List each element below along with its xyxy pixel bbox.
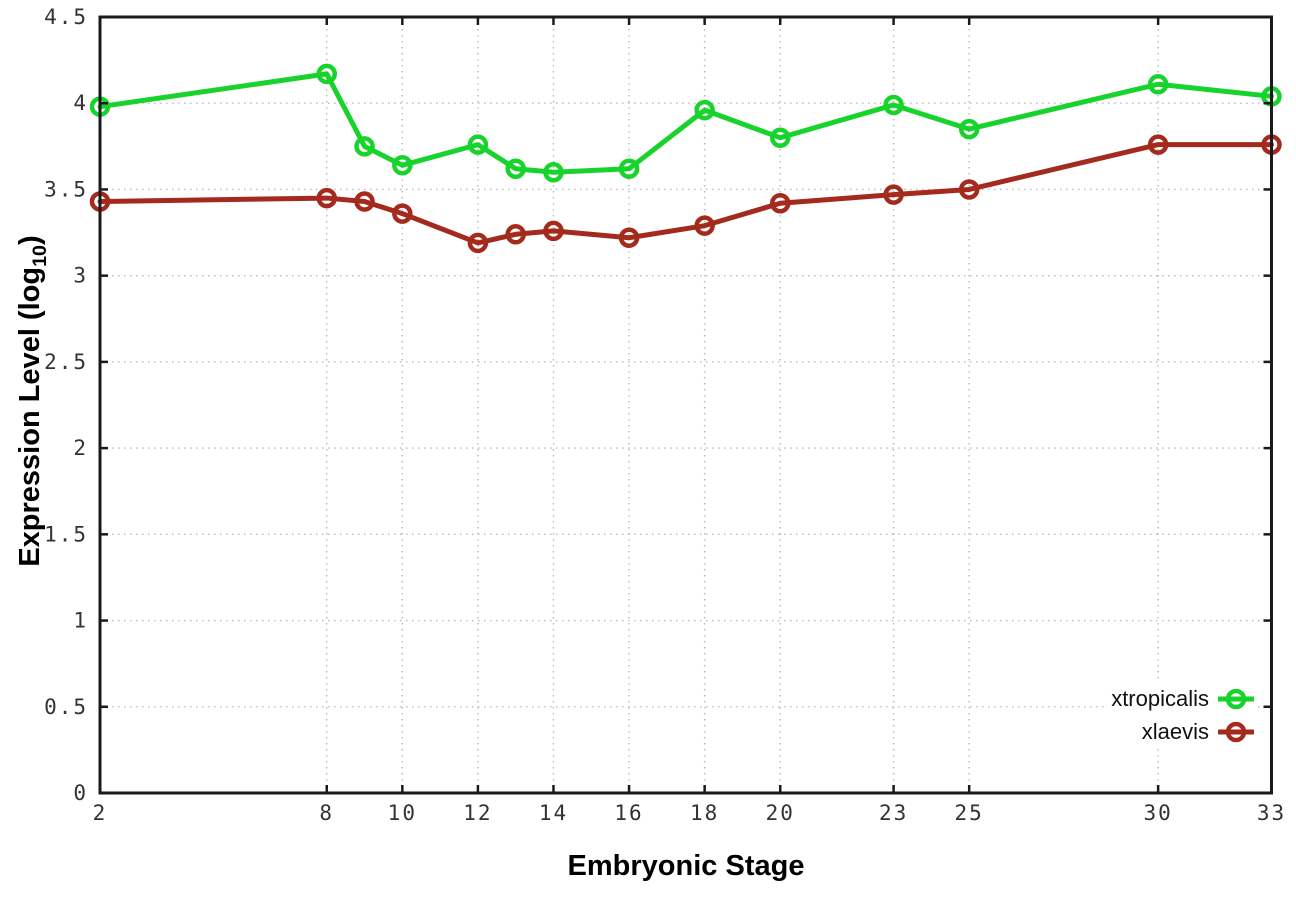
series-line-xlaevis xyxy=(97,142,1274,246)
y-tick-label: 2.5 xyxy=(44,350,88,374)
data-point-xlaevis xyxy=(392,203,413,224)
data-point-xtropicalis xyxy=(1147,74,1169,95)
x-tick-label: 14 xyxy=(539,801,568,825)
y-tick-label: 2 xyxy=(73,436,88,460)
data-point-xtropicalis xyxy=(505,158,526,180)
data-point-xlaevis xyxy=(694,215,715,236)
x-axis-title: Embryonic Stage xyxy=(567,850,805,882)
y-tick-label: 0.5 xyxy=(44,695,88,719)
legend-row-xlaevis: xlaevis xyxy=(1142,716,1254,747)
y-tick-label: 4.5 xyxy=(44,5,88,29)
x-tick-label: 16 xyxy=(614,801,643,825)
y-axis-title-text: Expression Level (log xyxy=(14,266,47,567)
x-tick-label: 2 xyxy=(93,801,108,825)
x-tick-label: 18 xyxy=(690,801,719,825)
data-point-xlaevis xyxy=(769,192,791,214)
data-point-xlaevis xyxy=(316,187,337,209)
legend-label-xtropicalis: xtropicalis xyxy=(1111,686,1209,711)
x-tick-label: 8 xyxy=(319,801,334,825)
data-point-xtropicalis xyxy=(618,158,640,180)
y-tick-label: 0 xyxy=(73,781,88,805)
data-point-xtropicalis xyxy=(543,161,564,183)
y-tick-label: 3 xyxy=(73,264,88,288)
data-point-xtropicalis xyxy=(354,136,375,157)
y-axis-title-suffix: ) xyxy=(14,235,47,245)
data-point-xlaevis xyxy=(1147,134,1169,155)
x-tick-label: 23 xyxy=(879,801,908,825)
data-point-xlaevis xyxy=(883,184,904,205)
data-point-xtropicalis xyxy=(883,94,904,116)
y-tick-label: 3.5 xyxy=(44,177,88,201)
plot-frame xyxy=(98,15,1273,795)
y-axis-title-subscript: 10 xyxy=(28,244,51,267)
data-point-xlaevis xyxy=(467,232,489,254)
grid-layer xyxy=(100,17,1272,793)
tick-label-layer: 2 8 10 12 14 16 18 20 23 25 30 33 0 0.5 1 1.5 2 2.5 3 3.5 4 4… xyxy=(44,5,1286,825)
legend-label-xlaevis: xlaevis xyxy=(1141,719,1209,744)
data-point-xtropicalis xyxy=(392,155,413,176)
legend-row-xtropicalis: xtropicalis xyxy=(1111,683,1254,714)
x-tick-label: 33 xyxy=(1257,801,1286,825)
data-point-xtropicalis xyxy=(769,127,791,148)
legend-marker-xlaevis xyxy=(1218,721,1254,742)
data-point-xlaevis xyxy=(543,220,564,242)
data-point-xlaevis xyxy=(958,179,980,200)
legend: xtropicalis xlaevis xyxy=(1105,683,1254,747)
y-tick-label: 1.5 xyxy=(44,522,88,546)
tick-layer xyxy=(98,15,1273,795)
data-point-xtropicalis xyxy=(958,118,980,140)
legend-marker-xtropicalis xyxy=(1218,688,1254,709)
data-point-xtropicalis xyxy=(694,99,715,121)
y-tick-label: 1 xyxy=(73,609,88,633)
data-point-xlaevis xyxy=(618,227,640,248)
x-tick-label: 20 xyxy=(766,801,795,825)
plot-border xyxy=(98,15,1273,795)
data-point-xlaevis xyxy=(354,191,375,212)
data-point-xtropicalis xyxy=(467,134,489,155)
x-tick-label: 10 xyxy=(388,801,417,825)
data-point-xtropicalis xyxy=(316,63,337,85)
x-tick-label: 30 xyxy=(1143,801,1172,825)
x-tick-label: 25 xyxy=(955,801,984,825)
series-layer xyxy=(89,63,1282,254)
y-tick-label: 4 xyxy=(73,91,88,115)
x-tick-label: 12 xyxy=(463,801,492,825)
data-point-xlaevis xyxy=(505,224,526,245)
y-axis-title: Expression Level (log10) xyxy=(14,235,52,566)
